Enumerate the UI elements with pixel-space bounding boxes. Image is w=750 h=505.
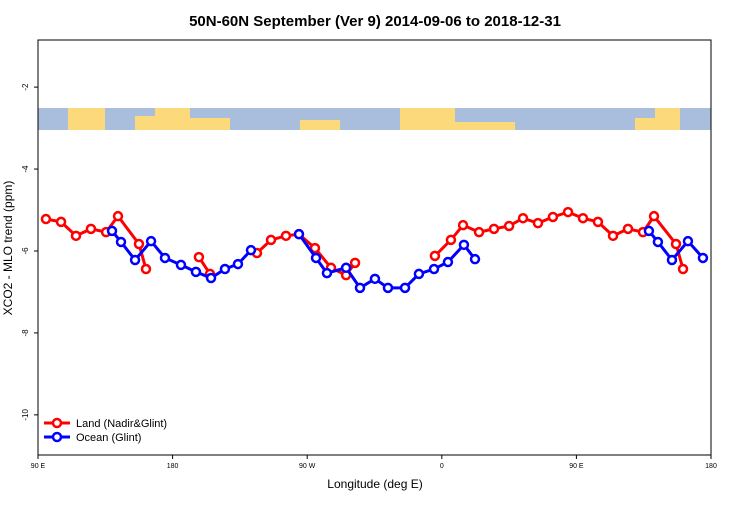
point <box>175 259 187 271</box>
point <box>40 213 52 225</box>
point <box>219 263 231 275</box>
point <box>349 257 361 269</box>
point <box>458 239 470 251</box>
y-axis-label: XCO2 - MLO trend (ppm) <box>1 181 15 316</box>
x-tick-label: 90 W <box>299 463 316 470</box>
legend-label: Land (Nadir&Glint) <box>76 418 167 430</box>
point <box>280 230 292 242</box>
point <box>643 225 655 237</box>
point <box>309 242 321 254</box>
point <box>293 228 305 240</box>
plot-frame <box>37 39 712 456</box>
x-tick-label: 180 <box>167 463 179 470</box>
x-tick-label: 90 E <box>31 463 46 470</box>
point <box>245 244 257 256</box>
point <box>133 238 145 250</box>
point <box>473 226 485 238</box>
point <box>112 210 124 222</box>
point <box>399 282 411 294</box>
point <box>682 235 694 247</box>
point <box>55 216 67 228</box>
point <box>340 262 352 274</box>
point <box>457 219 469 231</box>
point <box>577 212 589 224</box>
x-tick-label: 90 E <box>569 463 584 470</box>
y-tick-label: -4 <box>21 165 30 173</box>
map-strip <box>38 108 711 130</box>
point <box>517 212 529 224</box>
point <box>428 263 440 275</box>
point <box>562 206 574 218</box>
y-tick-label: -2 <box>21 83 30 91</box>
point <box>193 251 205 263</box>
point <box>129 254 141 266</box>
x-axis-label: Longitude (deg E) <box>327 477 422 491</box>
point <box>503 220 515 232</box>
point <box>442 256 454 268</box>
point <box>145 235 157 247</box>
point <box>697 252 709 264</box>
point <box>547 211 559 223</box>
point <box>648 210 660 222</box>
point <box>469 253 481 265</box>
point <box>140 263 152 275</box>
series-line <box>45 210 685 278</box>
point <box>232 258 244 270</box>
point <box>106 225 118 237</box>
legend-label: Ocean (Glint) <box>76 432 141 444</box>
point <box>354 282 366 294</box>
x-tick-label: 180 <box>705 463 717 470</box>
point <box>652 236 664 248</box>
point <box>670 238 682 250</box>
point <box>488 223 500 235</box>
point <box>677 263 689 275</box>
point <box>115 236 127 248</box>
y-tick-label: -8 <box>21 329 30 337</box>
point <box>321 267 333 279</box>
point <box>310 252 322 264</box>
chart-title: 50N-60N September (Ver 9) 2014-09-06 to … <box>189 13 561 30</box>
point <box>666 254 678 266</box>
y-tick-label: -10 <box>21 409 30 421</box>
legend-marker <box>51 417 63 429</box>
point <box>369 273 381 285</box>
point <box>607 230 619 242</box>
point <box>413 268 425 280</box>
point <box>159 252 171 264</box>
point <box>429 250 441 262</box>
point <box>190 266 202 278</box>
y-tick-label: -6 <box>21 247 30 255</box>
point <box>592 216 604 228</box>
point <box>265 234 277 246</box>
legend-marker <box>51 431 63 443</box>
point <box>445 234 457 246</box>
point <box>70 230 82 242</box>
point <box>382 282 394 294</box>
point <box>85 223 97 235</box>
point <box>622 223 634 235</box>
point <box>532 217 544 229</box>
x-tick-label: 0 <box>440 463 444 470</box>
point <box>205 272 217 284</box>
